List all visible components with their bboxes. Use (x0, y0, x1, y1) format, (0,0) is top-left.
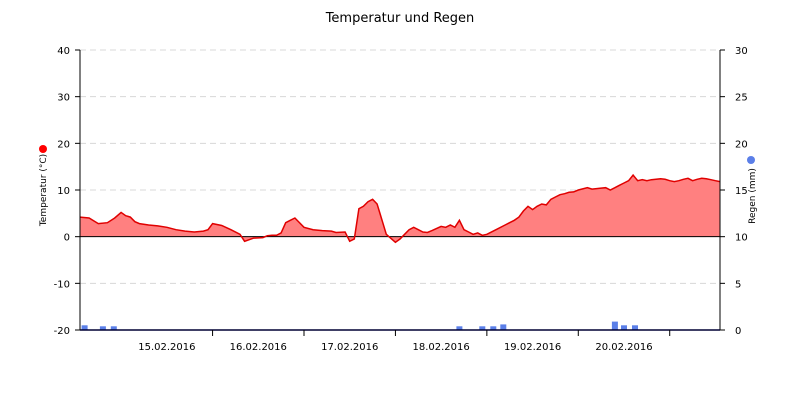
x-tick-label: 20.02.2016 (595, 342, 652, 353)
rain-bar (456, 326, 463, 330)
x-tick-label: 18.02.2016 (413, 342, 470, 353)
temperature-fill (80, 175, 720, 243)
y-right-ticks: 30 25 20 15 10 5 0 (720, 46, 748, 337)
y-left-tick-label: 20 (57, 139, 70, 150)
y-right-tick-label: 20 (735, 139, 748, 150)
y-left-title: Temperatur (°C) (39, 154, 49, 227)
y-right-title: Regen (mm) (748, 168, 758, 224)
temperature-line (79, 173, 721, 244)
rain-bar (632, 325, 638, 330)
y-left-tick-label: -10 (54, 279, 70, 290)
y-right-tick-label: 15 (735, 186, 748, 197)
rain-bar (611, 321, 618, 330)
x-ticks: 15.02.2016 16.02.2016 17.02.2016 18.02.2016… (138, 330, 671, 353)
rain-bars (81, 321, 638, 330)
rain-bar (621, 325, 627, 330)
y-left-tick-label: 0 (64, 233, 70, 244)
y-left-tick-label: -20 (54, 326, 70, 337)
grid-lines (80, 49, 720, 284)
x-tick-label: 19.02.2016 (504, 342, 561, 353)
y-right-tick-label: 5 (735, 279, 741, 290)
rain-bar (99, 326, 106, 330)
rain-bar (500, 324, 507, 330)
rain-bar (490, 326, 497, 330)
rain-bar (479, 326, 486, 330)
chart-title: Temperatur und Regen (325, 11, 475, 26)
y-left-tick-label: 10 (57, 186, 70, 197)
y-right-tick-label: 0 (735, 326, 741, 337)
y-right-tick-label: 10 (735, 233, 748, 244)
y-left-tick-label: 30 (57, 93, 70, 104)
x-tick-label: 16.02.2016 (230, 342, 287, 353)
rain-legend-marker (747, 156, 755, 164)
y-right-tick-label: 30 (735, 46, 748, 57)
y-left-title-group: Temperatur (°C) (39, 154, 49, 227)
x-tick-label: 15.02.2016 (138, 342, 195, 353)
rain-bar (110, 326, 117, 330)
y-right-title-group: Regen (mm) (748, 168, 758, 224)
y-left-tick-label: 40 (57, 46, 70, 57)
rain-bar (81, 325, 88, 330)
temperature-legend-marker (39, 145, 47, 153)
y-left-ticks: 40 30 20 10 0 -10 -20 (54, 46, 80, 337)
temperature-area (79, 173, 721, 244)
y-right-tick-label: 25 (735, 93, 748, 104)
x-tick-label: 17.02.2016 (321, 342, 378, 353)
